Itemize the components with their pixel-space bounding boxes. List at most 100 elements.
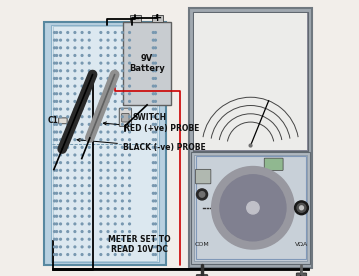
- Circle shape: [60, 78, 61, 79]
- Circle shape: [56, 108, 57, 110]
- Circle shape: [67, 238, 69, 240]
- Circle shape: [88, 215, 90, 217]
- Circle shape: [88, 100, 90, 102]
- Circle shape: [155, 169, 157, 171]
- Circle shape: [153, 32, 154, 33]
- Circle shape: [129, 131, 130, 133]
- Circle shape: [56, 55, 57, 56]
- Circle shape: [121, 192, 123, 194]
- Circle shape: [53, 192, 55, 194]
- Circle shape: [88, 154, 90, 156]
- Circle shape: [100, 208, 102, 209]
- Circle shape: [81, 100, 83, 102]
- Circle shape: [121, 169, 123, 171]
- Circle shape: [60, 70, 61, 72]
- Circle shape: [114, 108, 116, 110]
- Circle shape: [121, 131, 123, 133]
- Circle shape: [81, 139, 83, 140]
- Circle shape: [67, 154, 69, 156]
- Circle shape: [121, 185, 123, 187]
- Circle shape: [107, 200, 109, 202]
- Circle shape: [60, 231, 61, 232]
- Circle shape: [121, 147, 123, 148]
- Circle shape: [81, 78, 83, 79]
- Circle shape: [81, 39, 83, 41]
- Circle shape: [129, 154, 130, 156]
- Circle shape: [129, 169, 130, 171]
- Circle shape: [60, 93, 61, 95]
- Circle shape: [53, 231, 55, 232]
- Circle shape: [153, 154, 154, 156]
- Circle shape: [114, 93, 116, 95]
- Circle shape: [107, 55, 109, 56]
- Circle shape: [100, 154, 102, 156]
- Circle shape: [88, 39, 90, 41]
- Circle shape: [107, 100, 109, 102]
- Circle shape: [74, 246, 76, 248]
- Circle shape: [100, 100, 102, 102]
- Text: C1: C1: [47, 116, 58, 125]
- Circle shape: [56, 215, 57, 217]
- Circle shape: [60, 139, 61, 140]
- Circle shape: [60, 85, 61, 87]
- Circle shape: [88, 108, 90, 110]
- Circle shape: [100, 123, 102, 125]
- Circle shape: [67, 147, 69, 148]
- Circle shape: [121, 116, 123, 118]
- Circle shape: [60, 123, 61, 125]
- Circle shape: [121, 55, 123, 56]
- Text: +: +: [153, 14, 162, 23]
- Circle shape: [153, 177, 154, 179]
- Circle shape: [121, 177, 123, 179]
- Circle shape: [155, 131, 157, 133]
- Circle shape: [88, 131, 90, 133]
- Circle shape: [107, 231, 109, 232]
- Circle shape: [74, 116, 76, 118]
- Circle shape: [155, 154, 157, 156]
- Circle shape: [114, 169, 116, 171]
- Circle shape: [129, 108, 130, 110]
- Circle shape: [88, 32, 90, 33]
- Circle shape: [155, 39, 157, 41]
- Circle shape: [129, 147, 130, 148]
- Circle shape: [56, 70, 57, 72]
- Circle shape: [67, 123, 69, 125]
- Circle shape: [53, 55, 55, 56]
- Circle shape: [53, 78, 55, 79]
- Circle shape: [74, 177, 76, 179]
- Circle shape: [155, 55, 157, 56]
- Circle shape: [114, 55, 116, 56]
- Circle shape: [121, 78, 123, 79]
- Circle shape: [114, 47, 116, 49]
- Circle shape: [121, 85, 123, 87]
- Circle shape: [53, 131, 55, 133]
- Circle shape: [121, 208, 123, 209]
- Circle shape: [100, 116, 102, 118]
- Circle shape: [107, 62, 109, 64]
- Circle shape: [153, 208, 154, 209]
- Circle shape: [67, 116, 69, 118]
- Circle shape: [121, 238, 123, 240]
- FancyBboxPatch shape: [189, 8, 312, 268]
- Circle shape: [129, 55, 130, 56]
- Circle shape: [60, 200, 61, 202]
- Circle shape: [153, 162, 154, 164]
- Circle shape: [155, 85, 157, 87]
- Circle shape: [88, 70, 90, 72]
- Circle shape: [100, 131, 102, 133]
- Circle shape: [155, 32, 157, 33]
- FancyBboxPatch shape: [152, 15, 163, 22]
- Circle shape: [107, 246, 109, 248]
- Circle shape: [67, 254, 69, 255]
- Circle shape: [121, 223, 123, 225]
- Circle shape: [153, 223, 154, 225]
- Circle shape: [67, 78, 69, 79]
- Circle shape: [129, 208, 130, 209]
- Circle shape: [155, 123, 157, 125]
- Circle shape: [114, 154, 116, 156]
- Circle shape: [53, 85, 55, 87]
- Circle shape: [295, 201, 308, 215]
- Circle shape: [56, 154, 57, 156]
- Circle shape: [155, 223, 157, 225]
- Circle shape: [67, 55, 69, 56]
